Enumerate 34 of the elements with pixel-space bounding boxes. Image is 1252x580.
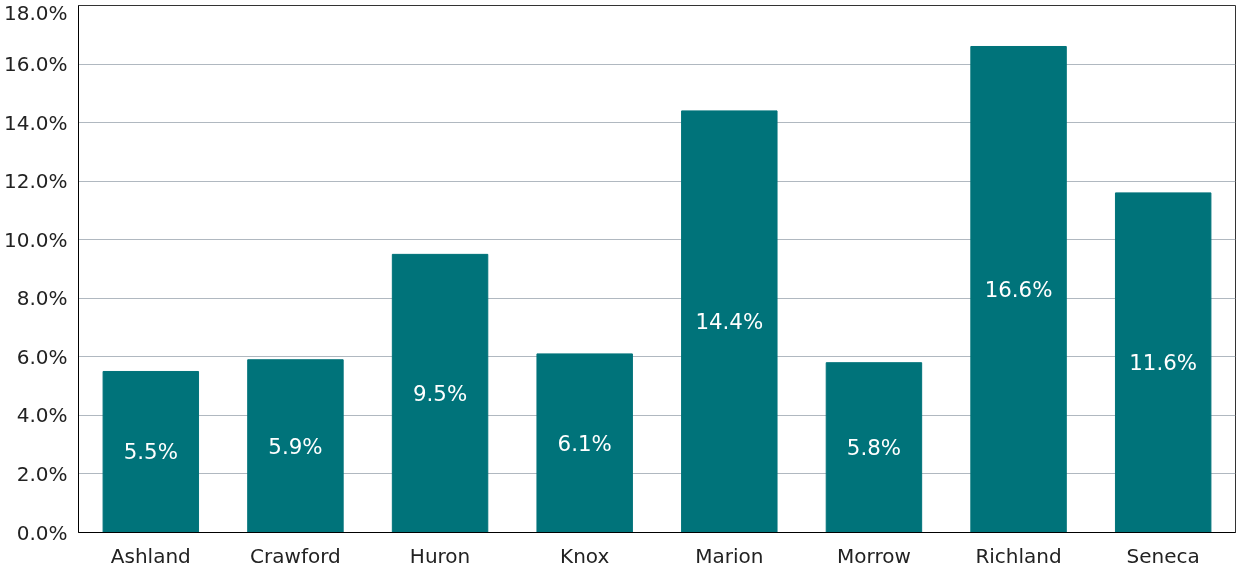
bar	[247, 359, 344, 533]
data-label: 11.6%	[1129, 350, 1198, 376]
data-label: 6.1%	[557, 430, 612, 456]
x-tick-label: Richland	[975, 543, 1062, 568]
data-label: 5.9%	[268, 433, 323, 459]
bar	[970, 45, 1067, 533]
bar	[681, 110, 778, 533]
x-tick-label: Knox	[560, 543, 610, 568]
x-tick-label: Morrow	[837, 543, 911, 568]
bar	[536, 353, 633, 533]
y-tick-label: 12.0%	[3, 169, 68, 194]
y-tick-label: 16.0%	[3, 52, 68, 77]
x-tick-label: Marion	[695, 543, 764, 568]
data-label: 5.8%	[846, 435, 902, 461]
x-tick-label: Crawford	[250, 543, 341, 568]
data-label: 16.6%	[984, 276, 1053, 302]
data-label: 14.4%	[695, 309, 764, 335]
y-tick-label: 8.0%	[16, 286, 68, 311]
y-tick-label: 2.0%	[16, 461, 68, 486]
data-label: 9.5%	[412, 380, 468, 406]
bar	[102, 370, 200, 533]
data-label: 5.5%	[123, 439, 178, 465]
x-tick-label: Huron	[409, 543, 471, 568]
y-tick-label: 10.0%	[3, 227, 68, 252]
bar	[1114, 192, 1212, 533]
y-tick-label: 14.0%	[3, 110, 68, 135]
y-tick-label: 4.0%	[16, 403, 68, 428]
bar	[825, 362, 923, 533]
y-tick-label: 6.0%	[16, 344, 68, 369]
y-tick-label: 0.0%	[16, 520, 68, 545]
bar	[391, 253, 489, 533]
x-tick-label: Seneca	[1126, 543, 1200, 568]
y-tick-label: 18.0%	[3, 0, 68, 25]
x-tick-label: Ashland	[110, 543, 191, 568]
